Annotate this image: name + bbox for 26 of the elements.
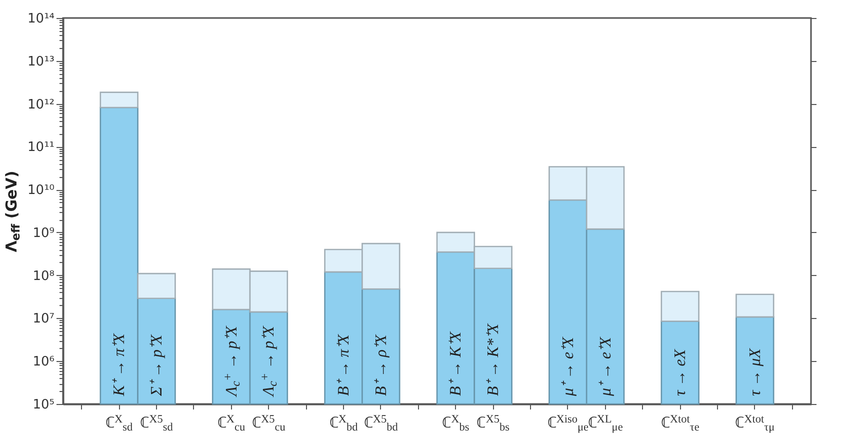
annotation: B⁺ → K*⁺X xyxy=(485,322,502,396)
y-tick-label: 10⁷ xyxy=(32,312,54,327)
annotation: τ → eX xyxy=(672,348,690,396)
bar xyxy=(736,316,774,405)
y-tick-label: 10⁵ xyxy=(32,398,54,412)
bar xyxy=(137,272,176,300)
y-tick-label: 10⁶ xyxy=(32,354,54,370)
annotation: B⁺ → K⁺X xyxy=(448,330,465,396)
bar xyxy=(660,290,700,322)
annotation: μ⁺ → e⁺X xyxy=(560,336,577,397)
y-tick-label: 10¹⁰ xyxy=(28,183,54,198)
annotation: B⁺ → ρ⁺X xyxy=(372,334,390,396)
annotation: μ⁺ → e⁺X xyxy=(597,336,614,397)
annotation: τ → μX xyxy=(746,347,764,396)
y-tick-label: 10¹⁴ xyxy=(28,12,54,26)
y-tick-label: 10⁸ xyxy=(32,268,54,284)
annotation: K⁺ → π⁺X xyxy=(111,332,128,397)
y-tick-label: 10¹² xyxy=(28,97,54,112)
bar xyxy=(660,320,700,405)
y-tick-label: 10⁹ xyxy=(32,226,54,241)
annotation: Σ⁺ → p⁺X xyxy=(148,333,166,397)
bar xyxy=(100,92,138,108)
y-tick-label: 10¹¹ xyxy=(28,140,54,156)
y-tick-label: 10¹³ xyxy=(28,54,54,70)
bar xyxy=(736,294,774,318)
annotation: B⁺ → π⁺X xyxy=(336,333,352,396)
